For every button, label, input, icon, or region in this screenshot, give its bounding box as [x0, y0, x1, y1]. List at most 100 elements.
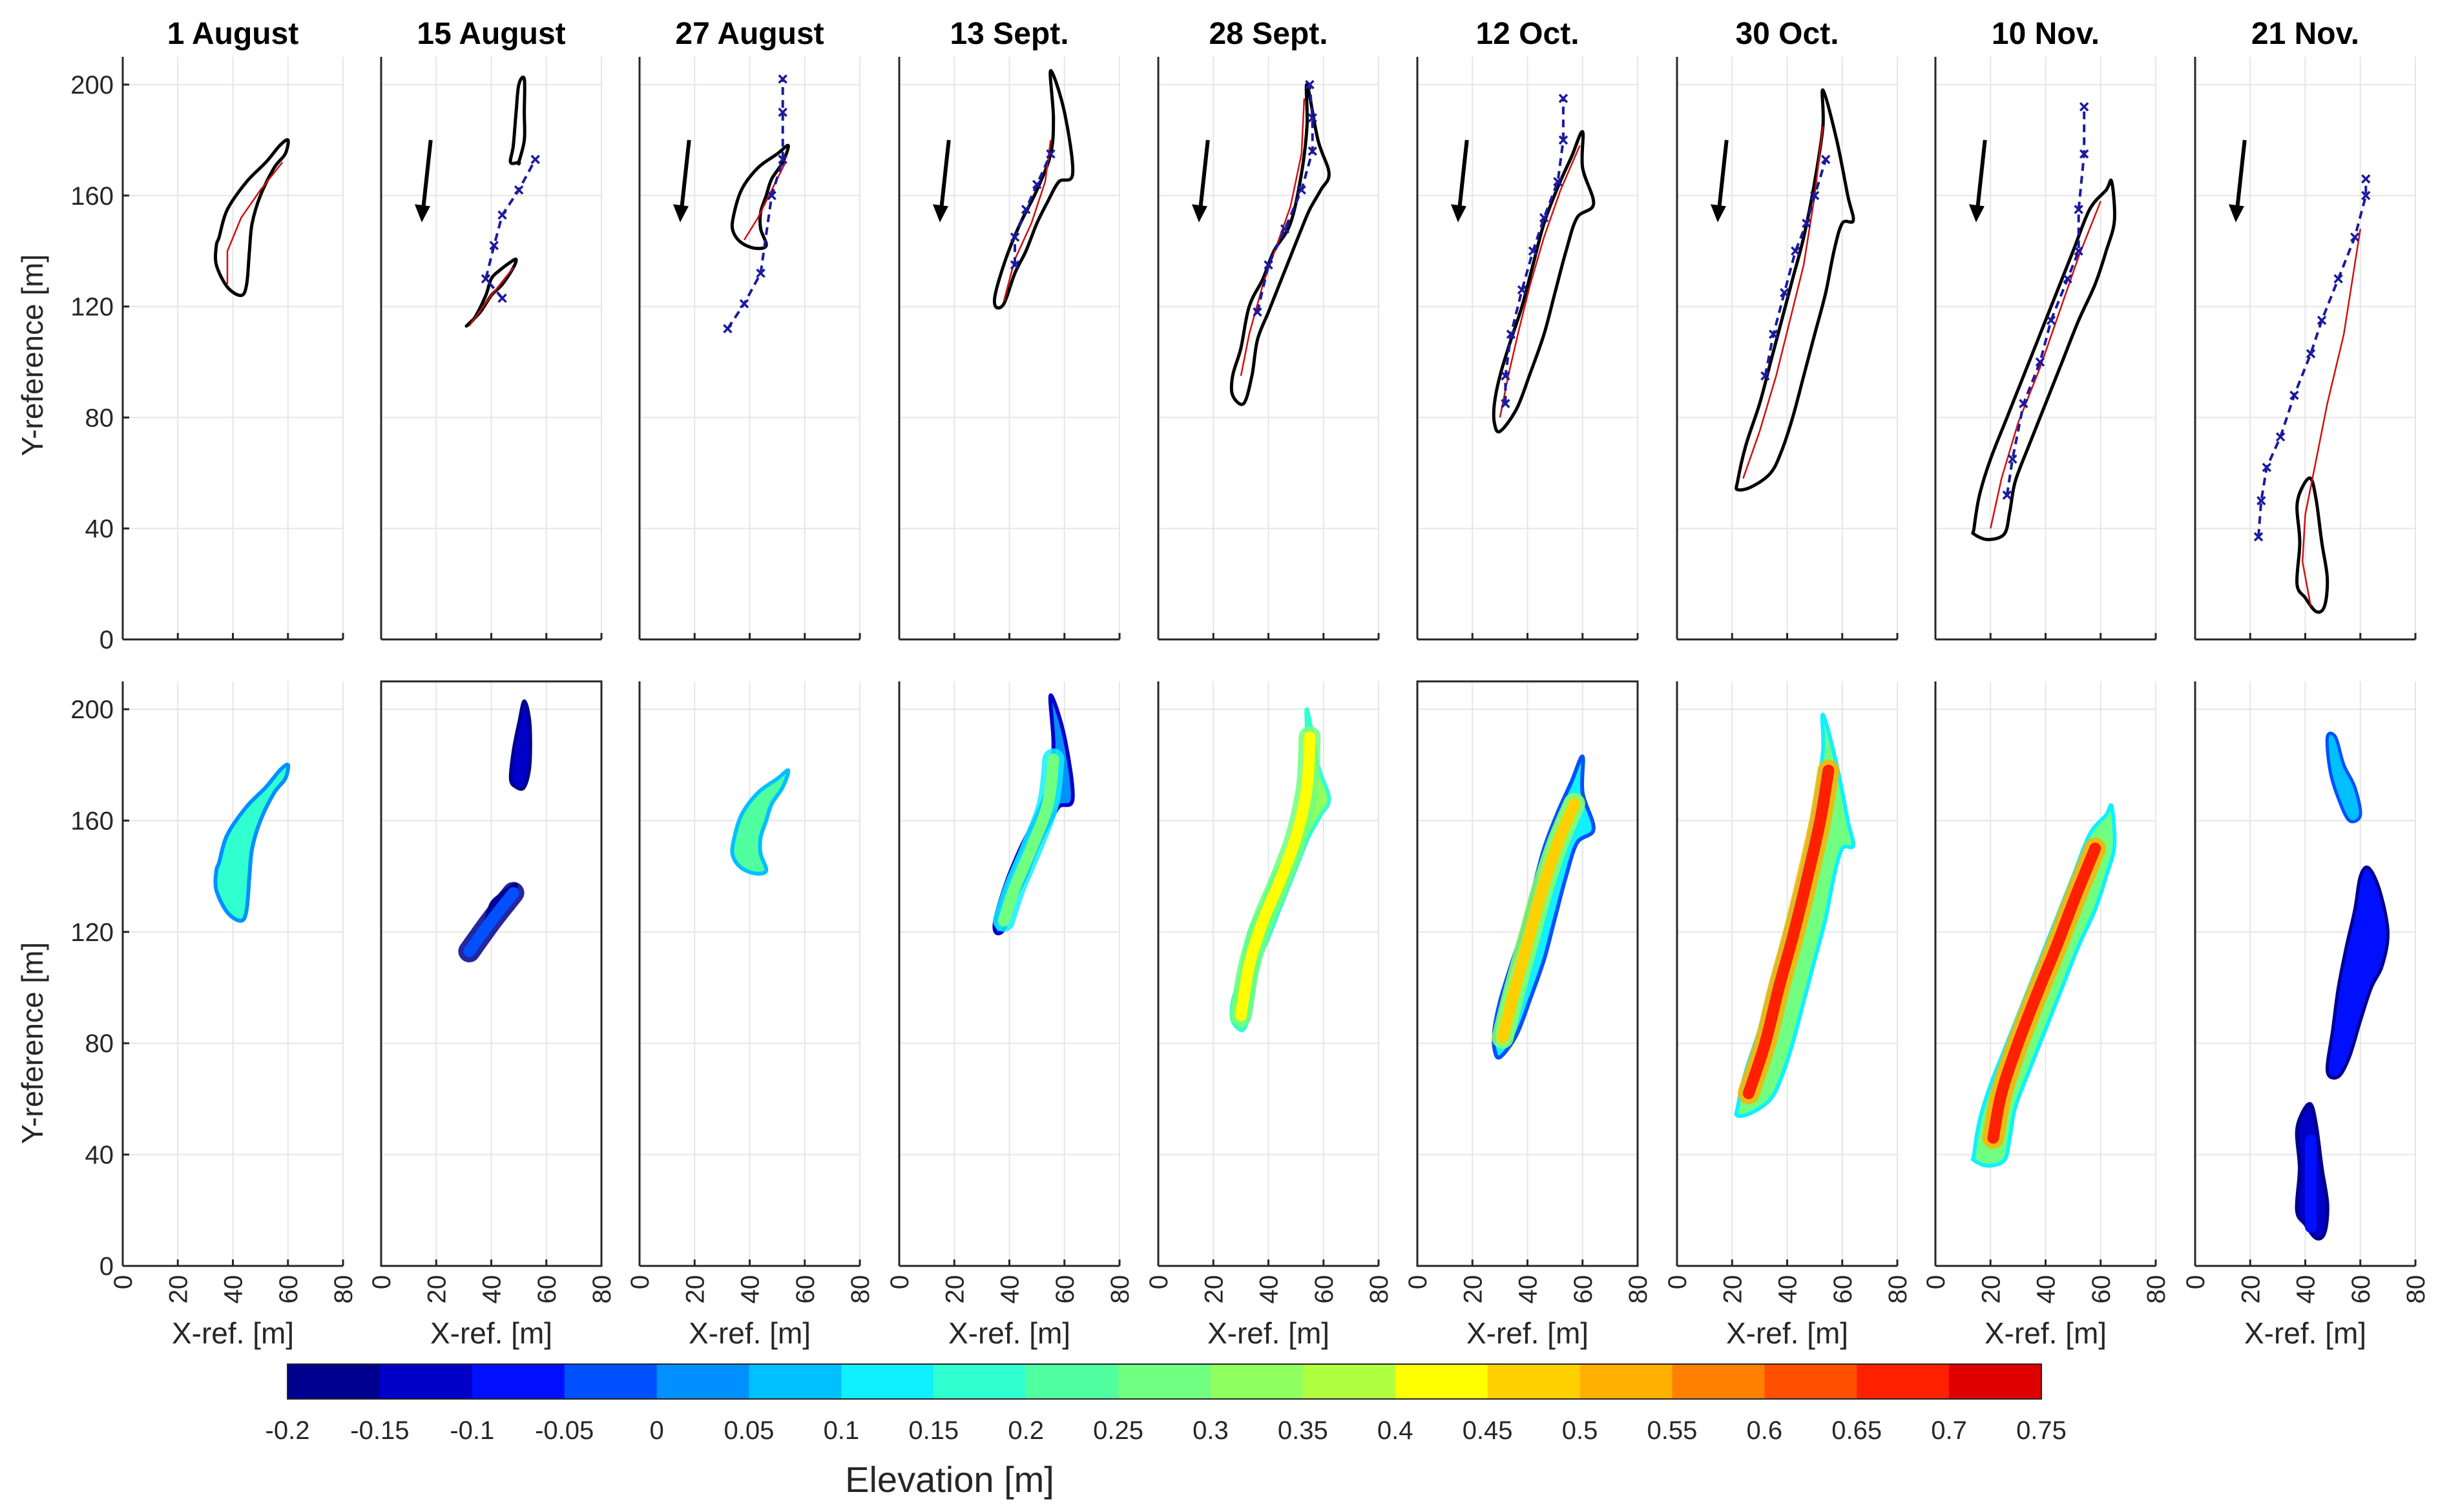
track-point [2289, 390, 2299, 400]
panel-title: 21 Nov. [2251, 17, 2359, 51]
deposit-outline [992, 68, 1075, 310]
colorbar-tick-label: 0.65 [1831, 1416, 1882, 1445]
x-axis-label: X-ref. [m] [1985, 1316, 2107, 1350]
top-panel: 12 Oct. [1416, 17, 1639, 641]
x-tick-label: 60 [275, 1275, 303, 1304]
x-tick-label: 0 [1922, 1275, 1950, 1289]
flow-arrow-shaft [1456, 140, 1469, 216]
x-tick-label: 0 [368, 1275, 396, 1289]
track-point [2275, 432, 2286, 442]
track-point [1506, 329, 1516, 339]
deposit-outline [213, 138, 290, 297]
track-point [2063, 274, 2072, 284]
flow-arrow-head [672, 204, 689, 223]
elevation-field-extra [2325, 865, 2390, 1080]
colorbar-tick-label: -0.1 [450, 1416, 494, 1445]
top-panel: 13 Sept. [898, 17, 1121, 641]
track-point [1297, 185, 1306, 195]
track-point [1264, 260, 1273, 270]
centerline [1742, 126, 1824, 479]
flow-arrow-shaft [420, 140, 433, 216]
x-tick-label: 40 [478, 1275, 506, 1304]
track-line [2257, 179, 2368, 537]
x-axis-label: X-ref. [m] [172, 1316, 294, 1350]
colorbar-segment [287, 1364, 380, 1399]
flow-arrow-shaft [1716, 140, 1729, 216]
track-point [767, 191, 776, 200]
elevation-field-extra [508, 699, 532, 791]
y-tick-label: 120 [70, 293, 114, 322]
top-panel: 10 Nov. [1934, 17, 2157, 641]
bottom-panel: 0 20 40 60 80 X-ref. [m] [2182, 681, 2430, 1350]
colorbar-tick-label: 0.4 [1377, 1416, 1413, 1445]
track-point [1558, 135, 1568, 145]
flow-arrow-head [1450, 204, 1466, 223]
track-point [514, 185, 524, 195]
x-tick-label: 80 [1884, 1275, 1912, 1304]
colorbar-tick-label: 0.2 [1008, 1416, 1044, 1445]
flow-arrow-shaft [2234, 140, 2247, 216]
centerline [1990, 200, 2101, 529]
flow-arrow-shaft [1974, 140, 1987, 216]
centerline [2301, 229, 2362, 606]
panel-title: 1 August [167, 17, 299, 51]
x-tick-label: 20 [1718, 1275, 1747, 1304]
x-tick-label: 40 [1774, 1275, 1802, 1304]
track-point [756, 268, 766, 278]
top-panel: 28 Sept. [1157, 17, 1380, 641]
track-point [2074, 205, 2083, 214]
track-point [1308, 113, 1317, 123]
colorbar-segment [1579, 1364, 1673, 1399]
bottom-panel: 0 20 40 60 80 X-ref. [m] [368, 680, 616, 1350]
x-tick-label: 0 [1145, 1275, 1173, 1289]
colorbar-tick-label: 0.35 [1278, 1416, 1328, 1445]
x-tick-label: 20 [1200, 1275, 1228, 1304]
x-tick-label: 40 [1514, 1275, 1543, 1304]
flow-arrow-head [932, 204, 948, 223]
track-point [778, 154, 787, 165]
x-tick-label: 80 [846, 1275, 875, 1304]
y-tick-label: 80 [85, 1030, 114, 1058]
x-tick-label: 0 [109, 1275, 138, 1289]
centerline [1240, 98, 1306, 377]
track-point [1558, 94, 1568, 103]
track-line [2005, 107, 2086, 495]
track-point [1501, 399, 1510, 409]
colorbar-tick-label: -0.05 [535, 1416, 594, 1445]
track-point [2262, 462, 2272, 472]
colorbar-tick-label: 0.1 [824, 1416, 860, 1445]
colorbar-frame [287, 1363, 2042, 1400]
track-point [1791, 246, 1800, 256]
track-point [2256, 496, 2266, 506]
x-tick-label: 60 [1569, 1275, 1598, 1304]
flow-arrow-shaft [938, 140, 951, 216]
x-tick-label: 40 [1255, 1275, 1284, 1304]
x-axis-label: X-ref. [m] [689, 1316, 811, 1350]
x-tick-label: 80 [588, 1275, 616, 1304]
top-panel: 30 Oct. [1676, 17, 1899, 641]
track-point [497, 293, 507, 303]
x-axis-label: X-ref. [m] [1466, 1316, 1589, 1350]
y-tick-label: 200 [70, 71, 114, 99]
x-tick-label: 0 [2182, 1275, 2210, 1289]
track-point [723, 324, 733, 334]
track-point [1553, 177, 1563, 187]
flow-arrow-shaft [678, 140, 691, 216]
colorbar-segment [1487, 1364, 1581, 1399]
x-tick-label: 40 [996, 1275, 1025, 1304]
x-tick-label: 20 [941, 1275, 969, 1304]
x-tick-label: 0 [1404, 1275, 1432, 1289]
elevation-core [1987, 842, 2101, 1144]
y-tick-label: 40 [85, 515, 114, 543]
track-point [2002, 490, 2012, 500]
panel-title: 12 Oct. [1475, 17, 1579, 51]
centerline [1003, 140, 1052, 302]
track-point [1305, 79, 1315, 90]
y-tick-label: 200 [70, 696, 114, 724]
elevation-core [1235, 731, 1316, 1022]
y-axis-label-bottom: Y-reference [m] [16, 942, 49, 1144]
flow-arrow-head [1968, 204, 1985, 223]
track-point [2333, 274, 2343, 284]
x-tick-label: 80 [2402, 1275, 2430, 1304]
bottom-panel: 0 20 40 60 80 X-ref. [m] [886, 681, 1134, 1350]
